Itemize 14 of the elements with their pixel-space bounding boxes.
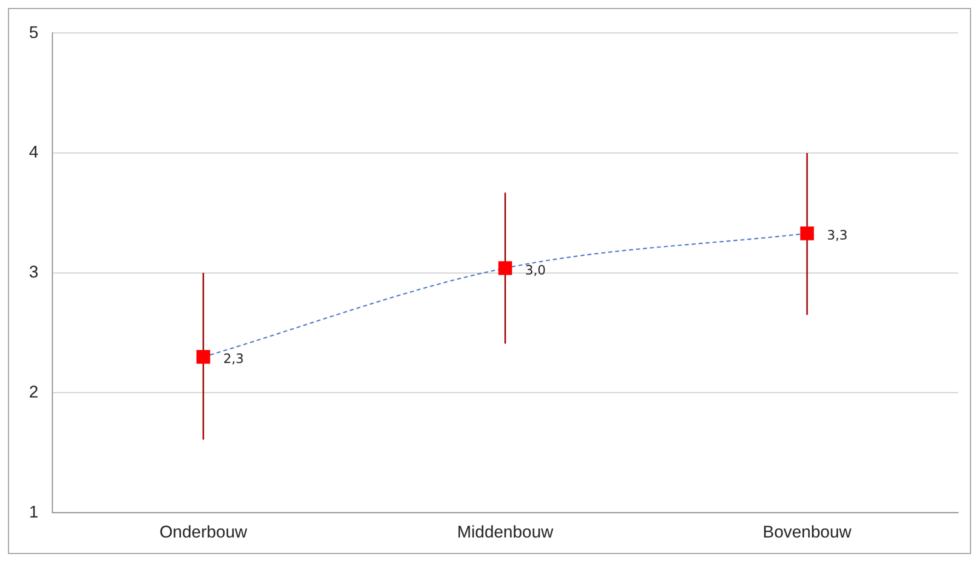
point	[800, 226, 814, 240]
y-tick-label: 3	[28, 262, 38, 282]
y-tick-label: 1	[28, 502, 38, 522]
point	[498, 261, 512, 275]
x-tick-label: Bovenbouw	[762, 522, 852, 542]
data-label: 2,3	[223, 352, 244, 368]
data-label: 3,0	[525, 263, 546, 278]
x-tick-label: Onderbouw	[159, 522, 248, 542]
x-tick-label: Middenbouw	[457, 522, 554, 542]
y-tick-label: 4	[28, 142, 38, 162]
point	[196, 350, 210, 364]
data-label: 3,3	[827, 228, 848, 244]
y-tick-label: 2	[28, 382, 38, 402]
y-tick-label: 5	[28, 22, 38, 42]
